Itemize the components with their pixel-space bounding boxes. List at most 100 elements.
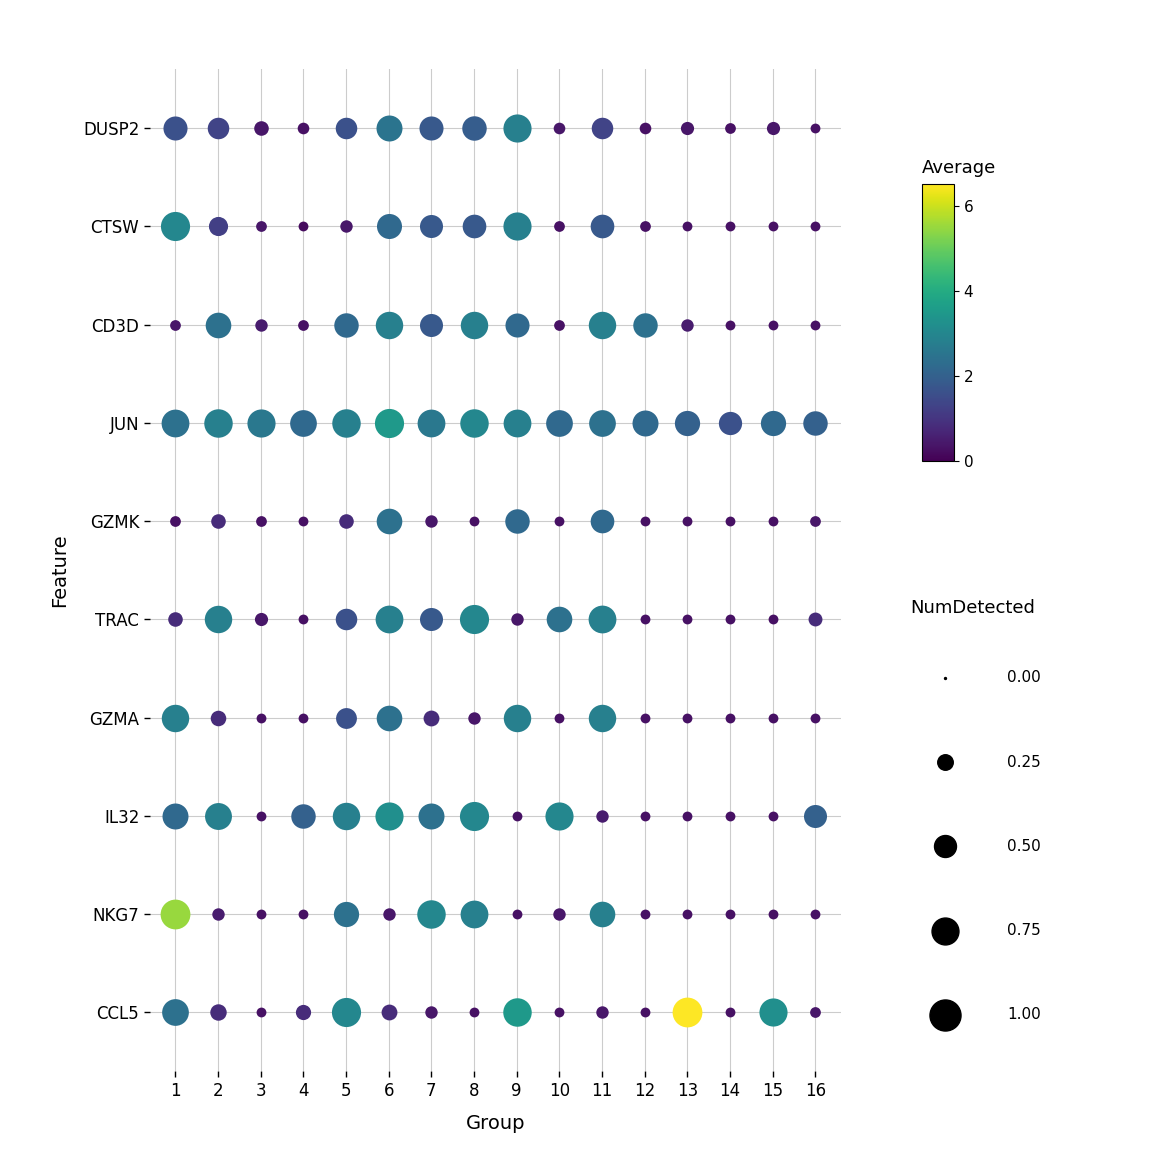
- Point: [593, 806, 612, 825]
- Point: [209, 119, 227, 137]
- Point: [251, 905, 270, 924]
- Point: [593, 316, 612, 334]
- Point: [806, 217, 825, 235]
- Point: [209, 1003, 227, 1022]
- Point: [636, 217, 654, 235]
- Point: [679, 414, 697, 432]
- Point: [593, 217, 612, 235]
- Point: [764, 217, 782, 235]
- Point: [464, 414, 483, 432]
- Point: [422, 511, 440, 530]
- Point: [166, 119, 184, 137]
- Point: [764, 905, 782, 924]
- Point: [593, 708, 612, 727]
- Point: [379, 511, 397, 530]
- Point: [679, 511, 697, 530]
- Point: [764, 806, 782, 825]
- Point: [166, 217, 184, 235]
- Point: [679, 806, 697, 825]
- Point: [209, 217, 227, 235]
- Point: [508, 905, 526, 924]
- Point: [294, 119, 312, 137]
- Point: [721, 316, 740, 334]
- Point: [251, 414, 270, 432]
- Point: [251, 806, 270, 825]
- Point: [464, 611, 483, 629]
- Point: [251, 316, 270, 334]
- Text: NumDetected: NumDetected: [910, 599, 1034, 617]
- Point: [464, 1003, 483, 1022]
- Point: [294, 611, 312, 629]
- Point: [636, 119, 654, 137]
- Point: [636, 806, 654, 825]
- Point: [294, 316, 312, 334]
- Point: [551, 217, 569, 235]
- Text: 0.25: 0.25: [1007, 755, 1040, 770]
- Point: [636, 316, 654, 334]
- Point: [166, 316, 184, 334]
- Point: [721, 119, 740, 137]
- Point: [551, 119, 569, 137]
- Point: [336, 414, 355, 432]
- Point: [806, 414, 825, 432]
- Point: [636, 905, 654, 924]
- Point: [679, 119, 697, 137]
- Point: [551, 316, 569, 334]
- Point: [551, 905, 569, 924]
- Point: [166, 1003, 184, 1022]
- Point: [294, 1003, 312, 1022]
- Point: [166, 414, 184, 432]
- Point: [166, 611, 184, 629]
- Point: [379, 1003, 397, 1022]
- Point: [806, 611, 825, 629]
- Point: [508, 806, 526, 825]
- Point: [251, 708, 270, 727]
- Point: [806, 806, 825, 825]
- Point: [379, 217, 397, 235]
- Point: [251, 511, 270, 530]
- Point: [166, 806, 184, 825]
- Point: [294, 708, 312, 727]
- Point: [764, 708, 782, 727]
- Point: [422, 611, 440, 629]
- Point: [422, 414, 440, 432]
- Point: [764, 414, 782, 432]
- Point: [422, 905, 440, 924]
- X-axis label: Group: Group: [465, 1114, 525, 1132]
- Point: [379, 806, 397, 825]
- Point: [508, 1003, 526, 1022]
- Point: [508, 611, 526, 629]
- Point: [764, 511, 782, 530]
- Point: [508, 414, 526, 432]
- Point: [806, 708, 825, 727]
- Point: [721, 1003, 740, 1022]
- Point: [336, 119, 355, 137]
- Point: [721, 806, 740, 825]
- Point: [422, 1003, 440, 1022]
- Point: [508, 316, 526, 334]
- Point: [593, 119, 612, 137]
- Point: [379, 119, 397, 137]
- Point: [379, 316, 397, 334]
- Point: [209, 708, 227, 727]
- Point: [508, 119, 526, 137]
- Point: [209, 316, 227, 334]
- Point: [166, 708, 184, 727]
- Point: [806, 1003, 825, 1022]
- Point: [551, 1003, 569, 1022]
- Point: [636, 708, 654, 727]
- Point: [679, 316, 697, 334]
- Point: [336, 905, 355, 924]
- Point: [294, 905, 312, 924]
- Point: [636, 414, 654, 432]
- Point: [336, 316, 355, 334]
- Point: [379, 611, 397, 629]
- Point: [422, 217, 440, 235]
- Point: [679, 217, 697, 235]
- Point: [508, 511, 526, 530]
- Point: [336, 217, 355, 235]
- Point: [251, 1003, 270, 1022]
- Text: Average: Average: [922, 159, 995, 177]
- Point: [636, 1003, 654, 1022]
- Point: [379, 708, 397, 727]
